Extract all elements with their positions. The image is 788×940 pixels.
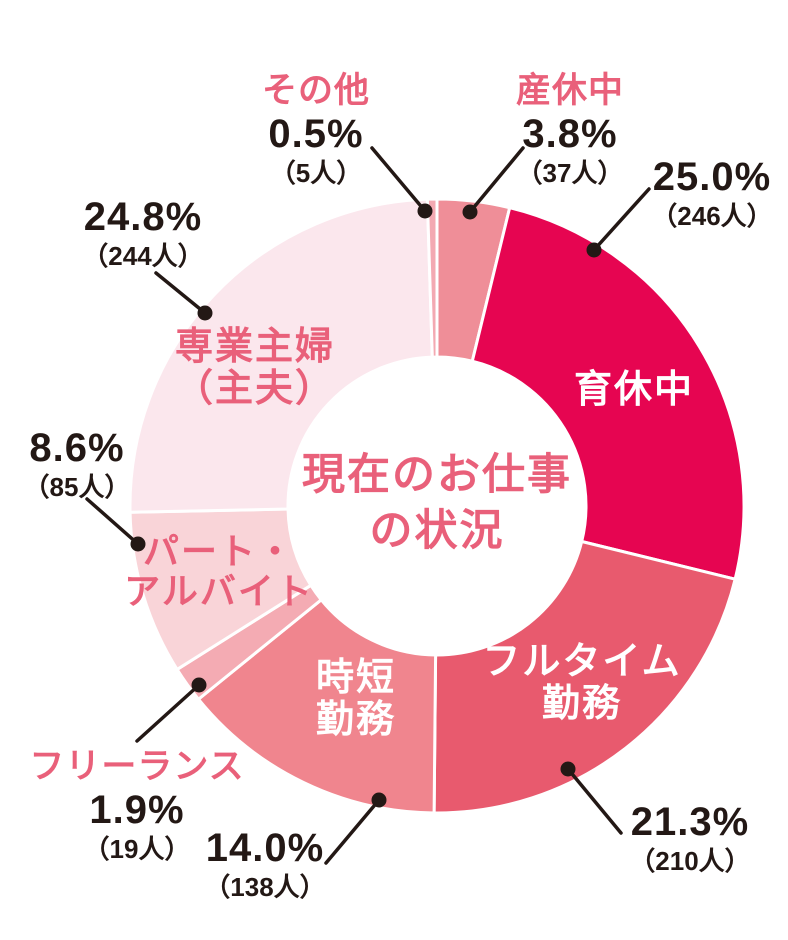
leader-dot-sankyuu (462, 204, 478, 220)
callout-other-count: （5人） (269, 157, 363, 188)
callout-ikukyuu-percent: 25.0% (652, 155, 772, 200)
segment-label-shufu: 専業主婦 （主夫） (174, 326, 336, 411)
segment-label-part-line2: アルバイト (124, 570, 314, 611)
leader-line-sankyuu (468, 146, 525, 214)
chart-title-line2: の状況 (369, 507, 505, 555)
leader-dot-other (417, 203, 433, 219)
callout-part: 8.6% （85人） (24, 425, 131, 503)
leader-dot-jitan (371, 792, 387, 808)
segment-label-jitan-line2: 勤務 (315, 699, 397, 741)
callout-sankyuu-count: （37人） (516, 157, 624, 188)
callout-part-percent: 8.6% (29, 426, 125, 471)
callout-other-percent: 0.5% (268, 111, 364, 156)
segment-other (425, 197, 439, 359)
segment-label-jitan: 時短 勤務 (315, 657, 397, 742)
leader-line-jitan (324, 798, 381, 865)
leader-dot-fulltime (560, 761, 576, 777)
segment-label-part-line1: パート・ (142, 530, 296, 572)
callout-ikukyuu-count: （246人） (651, 201, 773, 232)
callout-other-label: その他 (261, 70, 371, 110)
callout-other: その他 0.5% （5人） (261, 70, 371, 188)
leader-line-ikukyuu (592, 187, 651, 252)
segment-shufu (128, 197, 434, 514)
segment-label-fulltime-line2: 勤務 (541, 683, 622, 725)
leader-dot-shufu (197, 305, 213, 321)
callout-freelance-label: フリーランス (29, 746, 245, 786)
segment-label-part: パート・ アルバイト (124, 531, 314, 610)
leader-dot-freelance (191, 677, 207, 693)
callout-fulltime-percent: 21.3% (630, 800, 750, 845)
segment-ikukyuu (470, 206, 746, 581)
callout-shufu-percent: 24.8% (83, 195, 203, 240)
chart-title-line1: 現在のお仕事 (302, 451, 572, 500)
callout-fulltime-count: （210人） (629, 846, 751, 877)
callout-fulltime: 21.3% （210人） (629, 799, 750, 877)
callout-jitan-count: （138人） (204, 872, 326, 903)
segment-label-shufu-line2: （主夫） (174, 368, 336, 410)
segment-fulltime (432, 540, 737, 815)
callout-freelance-count: （19人） (83, 833, 191, 864)
callout-part-count: （85人） (23, 472, 131, 503)
leader-line-freelance (135, 683, 201, 743)
leader-line-shufu (154, 271, 207, 315)
callout-sankyuu-label: 産休中 (515, 70, 625, 110)
callout-sankyuu-percent: 3.8% (522, 111, 618, 156)
segment-label-shufu-line1: 専業主婦 (174, 326, 336, 369)
segment-label-fulltime-line1: フルタイム (482, 641, 682, 684)
segment-label-ikukyuu: 育休中 (573, 369, 695, 412)
callout-jitan: 14.0% （138人） (204, 825, 325, 903)
leader-line-fulltime (566, 767, 623, 835)
callout-shufu: 24.8% （244人） (82, 194, 203, 272)
segment-label-jitan-line1: 時短 (315, 657, 397, 700)
callout-shufu-count: （244人） (82, 241, 204, 272)
callout-freelance-percent: 1.9% (89, 787, 185, 832)
leader-dot-part (130, 536, 146, 552)
callout-jitan-percent: 14.0% (205, 826, 325, 871)
callout-sankyuu: 産休中 3.8% （37人） (515, 70, 625, 188)
leader-dot-ikukyuu (586, 242, 602, 258)
callout-freelance: フリーランス 1.9% （19人） (29, 746, 245, 864)
callout-ikukyuu: 25.0% （246人） (651, 154, 772, 232)
leader-line-part (85, 497, 140, 546)
leader-line-other (370, 146, 427, 213)
chart-title: 現在のお仕事 の状況 (302, 448, 572, 560)
segment-label-fulltime: フルタイム 勤務 (482, 641, 682, 726)
